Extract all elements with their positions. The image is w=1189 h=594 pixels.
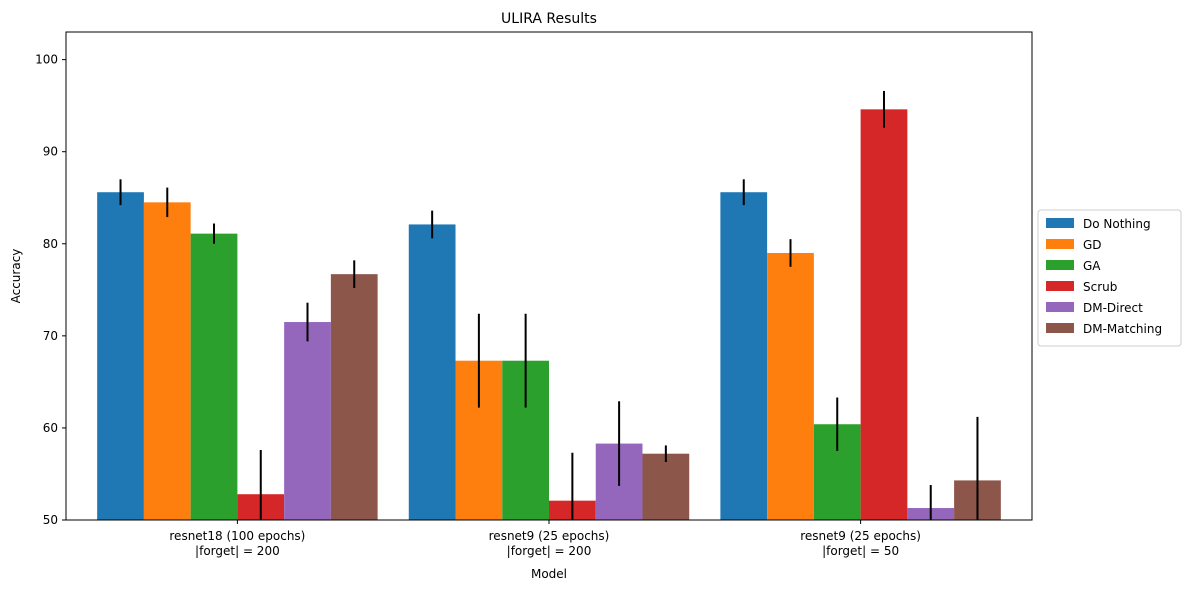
x-tick-label: |forget| = 200 (195, 544, 280, 558)
x-axis-ticks: resnet18 (100 epochs)|forget| = 200resne… (169, 520, 921, 558)
legend: Do Nothing GD GA Scrub DM-Direct DM-Matching (1037, 209, 1182, 347)
x-tick-label: resnet18 (100 epochs) (169, 529, 305, 543)
bar (330, 274, 378, 520)
x-axis-label: Model (531, 567, 567, 581)
legend-entry: DM-Matching (1083, 322, 1162, 336)
legend-entry: Scrub (1083, 280, 1117, 294)
bar (284, 322, 331, 520)
y-tick-label: 50 (43, 513, 58, 527)
legend-entry: GD (1083, 238, 1102, 252)
bar (408, 224, 456, 520)
bar (860, 109, 908, 521)
y-tick-label: 90 (43, 145, 58, 159)
y-axis-ticks: 50 60 70 80 90 100 (35, 53, 66, 527)
legend-swatch (1046, 218, 1074, 228)
bar (143, 202, 191, 520)
y-tick-label: 60 (43, 421, 58, 435)
legend-swatch (1046, 239, 1074, 249)
legend-swatch (1046, 281, 1074, 291)
bars-layer (97, 109, 1001, 521)
legend-swatch (1046, 302, 1074, 312)
bar (190, 233, 238, 521)
error-bars-layer (119, 90, 979, 520)
legend-entry: DM-Direct (1083, 301, 1143, 315)
legend-entry: Do Nothing (1083, 217, 1151, 231)
legend-swatch (1046, 323, 1074, 333)
y-axis-label: Accuracy (9, 249, 23, 304)
y-tick-label: 70 (43, 329, 58, 343)
y-tick-label: 100 (35, 53, 58, 67)
bar (720, 192, 768, 521)
x-tick-label: |forget| = 200 (507, 544, 592, 558)
bar (97, 192, 144, 521)
x-tick-label: resnet9 (25 epochs) (800, 529, 921, 543)
y-tick-label: 80 (43, 237, 58, 251)
bar (642, 453, 690, 520)
x-tick-label: resnet9 (25 epochs) (489, 529, 610, 543)
legend-swatch (1046, 260, 1074, 270)
x-tick-label: |forget| = 50 (822, 544, 899, 558)
bar (767, 252, 814, 520)
chart-title: ULIRA Results (501, 11, 597, 27)
legend-entry: GA (1083, 259, 1101, 273)
